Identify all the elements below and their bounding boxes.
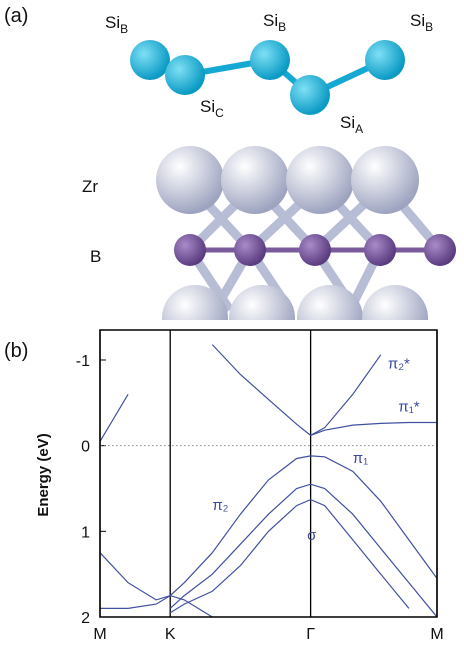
atom-label: SiC xyxy=(200,97,224,120)
plot-frame xyxy=(99,329,438,618)
atom-label-sub: B xyxy=(278,20,286,34)
atom-label: SiB xyxy=(105,13,128,36)
atom-label-sub: C xyxy=(215,106,224,120)
atom-label-main: Si xyxy=(410,11,425,30)
band-annotation: σ xyxy=(307,527,317,544)
atom-label-sub: B xyxy=(425,20,433,34)
band-annotation: π₂* xyxy=(388,356,410,373)
si-atoms xyxy=(130,40,405,115)
band-annotation: π₁ xyxy=(353,450,368,467)
band xyxy=(310,421,437,436)
x-tick-label: M xyxy=(93,626,106,643)
zrb2-slab xyxy=(156,146,456,320)
x-tick-label: M xyxy=(430,626,443,643)
atom-label-sub: B xyxy=(120,22,128,36)
band xyxy=(100,552,213,617)
atom-label-main: Si xyxy=(263,11,278,30)
panel-label: (b) xyxy=(4,340,28,362)
atom-label: SiB xyxy=(263,11,286,34)
band-annotation: π₂ xyxy=(212,497,228,514)
atom-label-sub: A xyxy=(355,122,363,136)
atom-label: Zr xyxy=(82,177,98,196)
y-tick-label: 2 xyxy=(81,610,90,627)
y-tick-label: 0 xyxy=(81,439,90,456)
atom-label-main: Si xyxy=(340,113,355,132)
band xyxy=(169,483,437,617)
atom-label-main: Si xyxy=(105,13,120,32)
band xyxy=(211,344,382,437)
band-annotation: π₁* xyxy=(398,398,419,415)
atom-label: SiB xyxy=(410,11,433,34)
band xyxy=(100,455,437,609)
y-tick-label: -1 xyxy=(76,353,90,370)
x-tick-label: Γ xyxy=(306,626,315,643)
band xyxy=(100,393,129,442)
y-axis-label: Energy (eV) xyxy=(35,433,52,516)
atom-label-main: Si xyxy=(200,97,215,116)
band xyxy=(169,498,410,614)
y-tick-label: 1 xyxy=(81,524,90,541)
x-tick-label: K xyxy=(165,626,176,643)
atom-label: B xyxy=(90,247,101,266)
atom-label: SiA xyxy=(340,113,363,136)
panel-label: (a) xyxy=(4,5,28,27)
